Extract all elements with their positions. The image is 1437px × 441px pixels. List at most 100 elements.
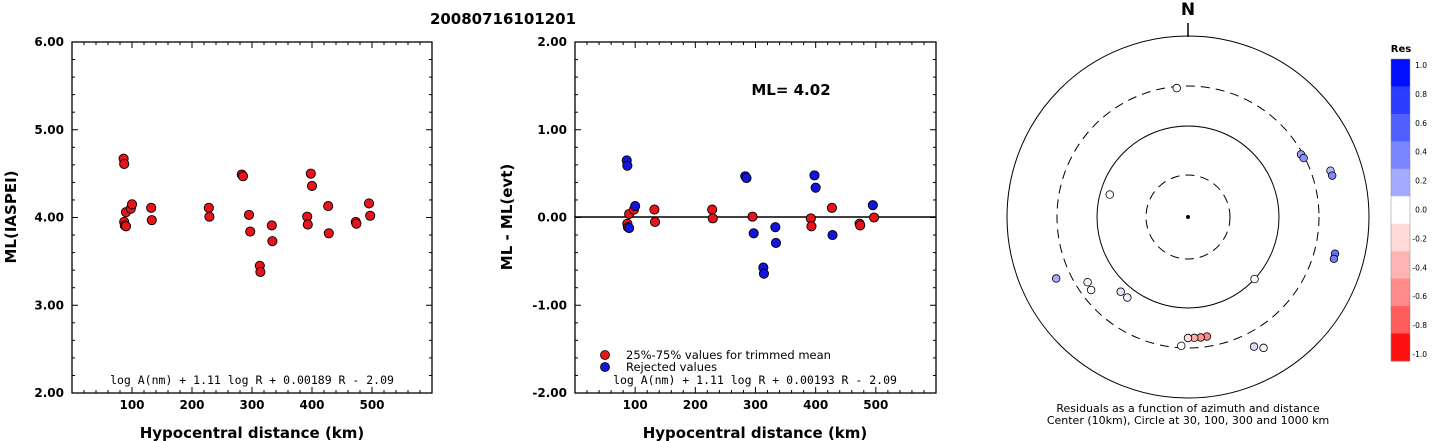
data-point: [267, 236, 278, 247]
y-tick-label: 0.00: [537, 211, 567, 225]
station-residual-point: [1123, 293, 1132, 302]
colorbar-tick-label: 0.8: [1415, 90, 1427, 99]
station-residual-point: [1172, 83, 1181, 93]
y-tick-label: 3.00: [34, 298, 64, 312]
data-point: [649, 204, 660, 215]
data-point: [351, 218, 362, 229]
data-point: [867, 200, 878, 211]
colorbar-cell: [1391, 223, 1410, 252]
legend-marker-trimmed: [600, 350, 610, 360]
station-residual-point: [1329, 254, 1339, 264]
data-point: [237, 171, 249, 182]
residual-colorbar: Res 1.0 0.8 0.6 0.4 0.2 0.0 -0.2 -0.4 -0.6 -0.8 -1…: [1390, 44, 1427, 362]
station-residual-point: [1299, 153, 1308, 163]
data-point: [266, 220, 277, 231]
panel-ml-residual-vs-distance: 100 200 300 400 500 -2.00 -1.00 0.00 1.00 2.00 Hy…: [498, 35, 937, 441]
panel-azimuth-residuals: N Residuals as a function of azimuth and…: [1006, 0, 1370, 427]
y-axis-label: ML - ML(evt): [498, 164, 516, 270]
magnitude-formula: log A(nm) + 1.11 log R + 0.00193 R - 2.0…: [613, 373, 897, 387]
colorbar-cell: [1391, 141, 1410, 170]
data-point: [826, 202, 837, 213]
data-point: [120, 221, 132, 232]
colorbar-cell: [1391, 306, 1410, 335]
data-point: [770, 222, 781, 233]
data-point: [306, 180, 318, 191]
station-residual-point: [1249, 342, 1259, 351]
x-tick-label: 200: [683, 398, 708, 412]
data-point: [649, 216, 661, 227]
colorbar-tick-label: 1.0: [1415, 61, 1427, 70]
y-tick-label: -2.00: [532, 386, 567, 400]
colorbar-cell: [1391, 86, 1410, 115]
north-label: N: [1181, 0, 1195, 20]
x-tick-label: 500: [863, 398, 888, 412]
x-axis-label: Hypocentral distance (km): [643, 424, 868, 441]
colorbar-cell: [1391, 59, 1410, 87]
y-tick-label: 2.00: [537, 35, 567, 49]
data-point: [747, 211, 758, 222]
x-tick-label: 300: [239, 398, 264, 412]
station-residual-point: [1086, 285, 1096, 295]
data-point: [806, 221, 817, 232]
data-point: [758, 268, 769, 279]
magnitude-formula: log A(nm) + 1.11 log R + 0.00189 R - 2.0…: [110, 373, 394, 387]
legend: 25%-75% values for trimmed mean Rejected…: [600, 348, 831, 374]
data-point: [119, 158, 130, 170]
data-point: [810, 182, 821, 193]
colorbar-tick-label: -0.2: [1412, 234, 1427, 243]
x-tick-label: 500: [359, 398, 384, 412]
distance-ring: [1056, 85, 1320, 349]
colorbar-cell: [1391, 333, 1410, 362]
legend-label-rejected: Rejected values: [626, 360, 717, 374]
data-point: [827, 229, 838, 241]
polar-caption: Residuals as a function of azimuth and d…: [1056, 402, 1319, 415]
polar-caption-rings: Center (10km), Circle at 30, 100, 300 an…: [1047, 414, 1329, 427]
colorbar-cell: [1391, 251, 1410, 280]
data-point: [146, 202, 157, 213]
data-point: [622, 160, 633, 171]
data-point: [126, 199, 138, 210]
data-point: [855, 220, 866, 231]
colorbar-cell: [1391, 278, 1410, 307]
legend-label-trimmed: 25%-75% values for trimmed mean: [626, 348, 831, 362]
data-point: [323, 228, 334, 239]
data-point: [770, 237, 782, 248]
station-residual-point: [1105, 190, 1114, 199]
x-tick-label: 300: [743, 398, 768, 412]
colorbar-tick-label: -0.6: [1412, 292, 1427, 301]
data-point: [305, 168, 316, 179]
data-point: [868, 212, 880, 223]
station-residual-point: [1259, 343, 1268, 353]
x-tick-label: 100: [119, 398, 144, 412]
x-tick-label: 200: [179, 398, 204, 412]
figure-title: 20080716101201: [430, 10, 576, 28]
x-tick-label: 400: [299, 398, 324, 412]
distance-ring: [1006, 35, 1370, 399]
distance-ring: [1145, 174, 1231, 260]
event-magnitude-annotation: ML= 4.02: [751, 81, 830, 99]
y-tick-label: -1.00: [532, 298, 567, 312]
station-residual-point: [1116, 287, 1125, 296]
colorbar-tick-label: 0.2: [1415, 177, 1427, 186]
x-axis-label: Hypocentral distance (km): [140, 424, 365, 441]
data-point: [741, 172, 752, 184]
x-tick-label: 100: [623, 398, 648, 412]
colorbar-frame: [1390, 58, 1411, 362]
data-point: [365, 210, 376, 221]
y-tick-label: 1.00: [537, 123, 567, 137]
y-tick-label: 4.00: [34, 211, 64, 225]
legend-marker-rejected: [600, 362, 610, 372]
colorbar-cell: [1391, 113, 1410, 142]
data-point: [255, 266, 266, 277]
panel-ml-vs-distance: 100 200 300 400 500 2.00 3.00 4.00 5.00 6.00 Hypo…: [2, 35, 433, 441]
colorbar-tick-label: 0.6: [1415, 119, 1427, 128]
data-point: [748, 228, 759, 239]
station-residual-point: [1183, 333, 1193, 343]
data-point: [323, 201, 334, 212]
center-dot: [1186, 215, 1190, 219]
y-tick-label: 2.00: [34, 386, 64, 400]
data-point: [363, 198, 375, 209]
data-point: [243, 209, 255, 220]
data-point: [809, 170, 820, 181]
